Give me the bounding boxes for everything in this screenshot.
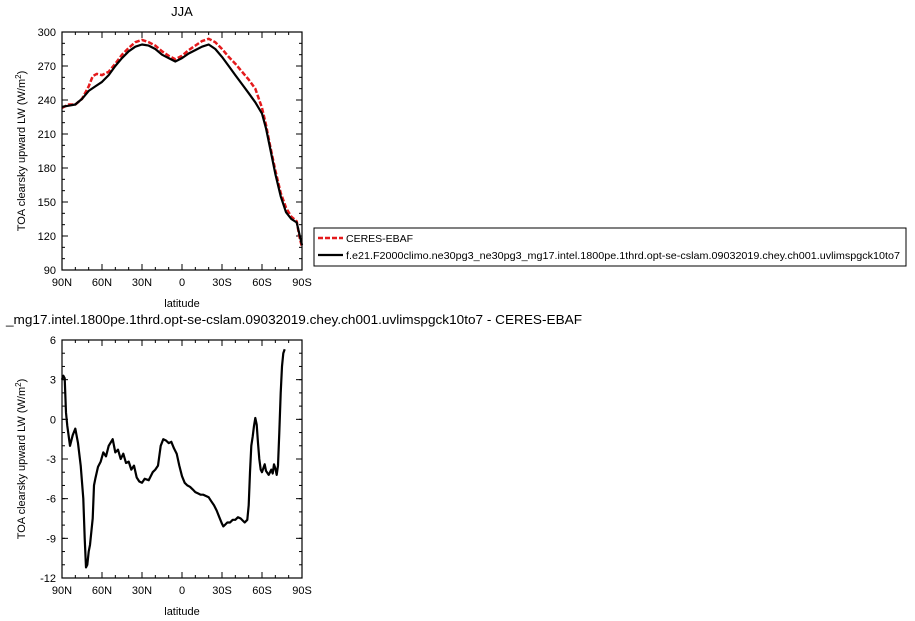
top-panel: JJA 90N 60N 30N 0 30S 60S 90S 90 120 150 180 210 240… [14, 4, 907, 310]
y-tick-label: -3 [46, 454, 56, 466]
y-tick-label: 0 [50, 414, 56, 426]
y-tick-label: 6 [50, 335, 56, 347]
series-line-0 [61, 37, 304, 248]
x-tick-label: 30S [212, 585, 232, 597]
x-tick-label: 90S [292, 585, 312, 597]
y-tick-label: -12 [40, 573, 56, 585]
x-tick-label: 90N [52, 585, 72, 597]
y-tick-label: 210 [38, 129, 56, 141]
bottom-chart-title: _mg17.intel.1800pe.1thrd.opt-se-cslam.09… [5, 312, 582, 327]
x-tick-label: 90S [292, 277, 312, 289]
series-line-1 [61, 43, 304, 246]
legend-label-0: CERES-EBAF [346, 233, 413, 245]
y-tick-label: 90 [44, 265, 56, 277]
top-chart-title: JJA [171, 4, 193, 19]
y-tick-label: -9 [46, 533, 56, 545]
legend-box [313, 227, 907, 267]
top-y-axis-label: TOA clearsky upward LW (W/m2) [14, 71, 28, 232]
x-tick-label: 60N [92, 277, 112, 289]
x-tick-label: 90N [52, 277, 72, 289]
legend: CERES-EBAF f.e21.F2000climo.ne30pg3_ne30… [313, 227, 907, 267]
x-tick-label: 30N [132, 585, 152, 597]
y-tick-label: 270 [38, 61, 56, 73]
x-tick-label: 0 [179, 585, 185, 597]
bottom-series [60, 348, 286, 569]
y-tick-label: 180 [38, 163, 56, 175]
y-tick-label: 3 [50, 375, 56, 387]
top-axes: 90N 60N 30N 0 30S 60S 90S 90 120 150 180 210 240 270 3… [38, 27, 312, 289]
legend-item-1: f.e21.F2000climo.ne30pg3_ne30pg3_mg17.in… [318, 250, 900, 262]
legend-item-0: CERES-EBAF [318, 233, 413, 245]
x-tick-label: 60N [92, 585, 112, 597]
series-line-0 [60, 348, 286, 569]
y-tick-label: 120 [38, 231, 56, 243]
x-tick-label: 60S [252, 277, 272, 289]
x-tick-label: 0 [179, 277, 185, 289]
bottom-plot-frame [61, 339, 303, 579]
legend-label-1: f.e21.F2000climo.ne30pg3_ne30pg3_mg17.in… [346, 250, 900, 262]
y-tick-label: -6 [46, 494, 56, 506]
y-tick-label: 300 [38, 27, 56, 39]
x-tick-label: 30S [212, 277, 232, 289]
bottom-panel: _mg17.intel.1800pe.1thrd.opt-se-cslam.09… [5, 312, 582, 618]
top-series [61, 37, 304, 248]
bottom-x-axis-label: latitude [164, 606, 199, 618]
top-x-axis-label: latitude [164, 298, 199, 310]
x-tick-label: 60S [252, 585, 272, 597]
y-tick-label: 240 [38, 95, 56, 107]
x-tick-label: 30N [132, 277, 152, 289]
top-plot-frame [61, 31, 303, 271]
y-tick-label: 150 [38, 197, 56, 209]
bottom-y-axis-label: TOA clearsky upward LW (W/m2) [14, 379, 28, 540]
